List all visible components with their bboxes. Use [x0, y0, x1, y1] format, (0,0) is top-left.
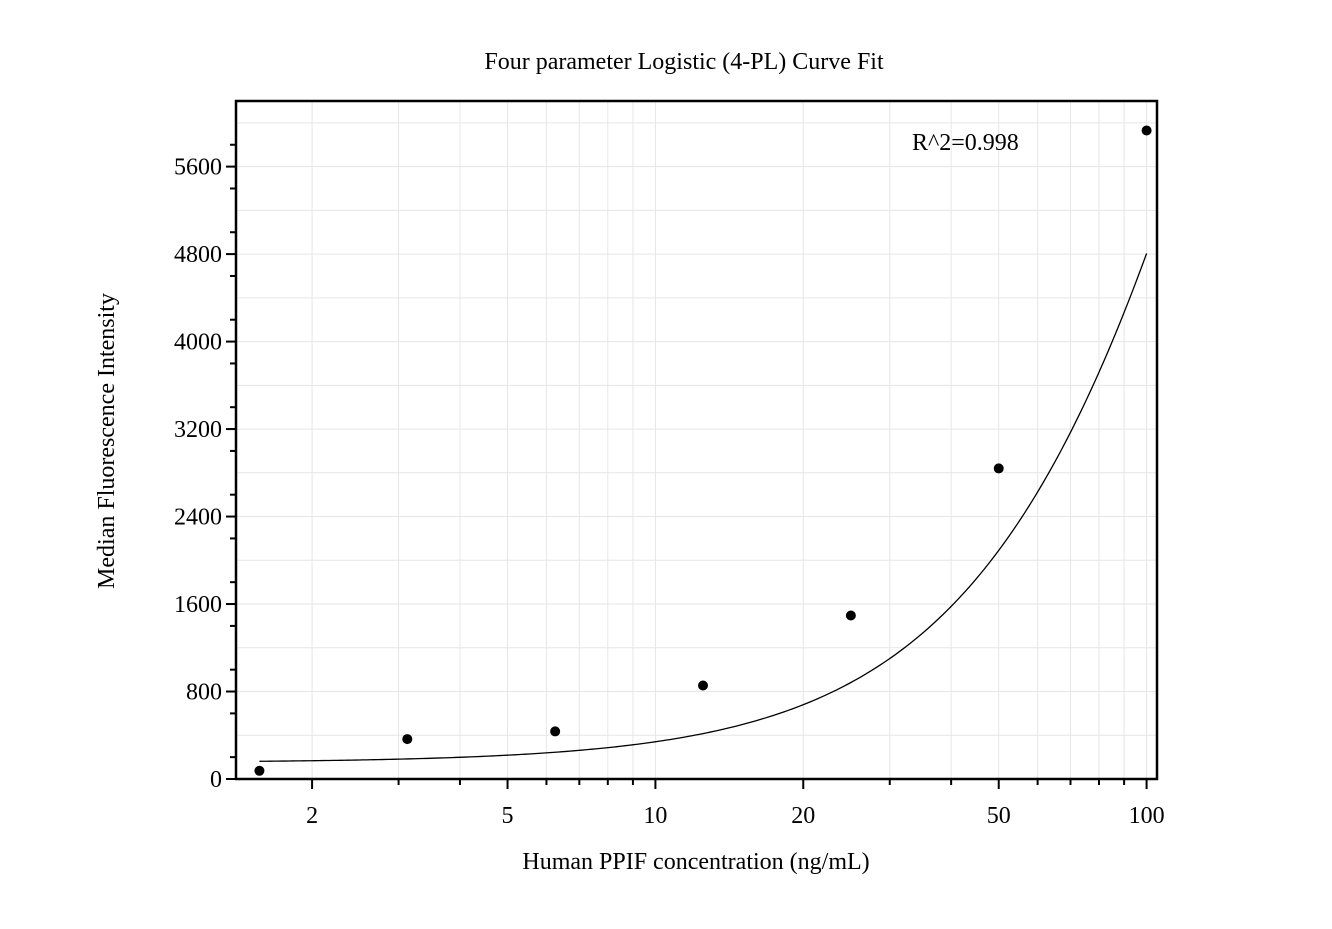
data-point: [1141, 125, 1152, 136]
y-tick-label: 3200: [174, 417, 222, 443]
x-axis-label: Human PPIF concentration (ng/mL): [522, 849, 869, 875]
x-tick-label: 10: [643, 803, 667, 829]
fit-curve: [259, 253, 1148, 762]
data-point: [550, 726, 561, 737]
data-point: [402, 734, 413, 745]
grid: [236, 101, 1157, 779]
x-tick-label: 50: [987, 803, 1011, 829]
chart-title: Four parameter Logistic (4-PL) Curve Fit: [484, 49, 884, 75]
y-tick-label: 1600: [174, 592, 222, 618]
data-point: [845, 610, 856, 621]
data-point: [993, 463, 1004, 474]
data-points: [254, 125, 1152, 776]
fit-curve-group: [259, 253, 1148, 762]
y-axis: 0 800 1600 2400 3200 4000 4800 5600: [174, 143, 236, 793]
x-tick-label: 5: [502, 803, 514, 829]
y-tick-label: 2400: [174, 505, 222, 531]
x-tick-label: 20: [791, 803, 815, 829]
plot-frame: [234, 99, 1159, 781]
x-tick-label: 100: [1129, 803, 1165, 829]
y-tick-label: 4000: [174, 330, 222, 356]
y-tick-label: 5600: [174, 155, 222, 181]
y-tick-label: 800: [186, 680, 222, 706]
y-axis-label: Median Fluorescence Intensity: [94, 293, 120, 589]
y-tick-label: 4800: [174, 242, 222, 268]
x-axis: 2 5 10 20 50 100: [306, 779, 1165, 829]
data-point: [254, 765, 265, 776]
y-tick-label: 0: [210, 767, 222, 793]
data-point: [698, 680, 709, 691]
x-tick-label: 2: [306, 803, 318, 829]
r-squared-annotation: R^2=0.998: [912, 130, 1019, 156]
